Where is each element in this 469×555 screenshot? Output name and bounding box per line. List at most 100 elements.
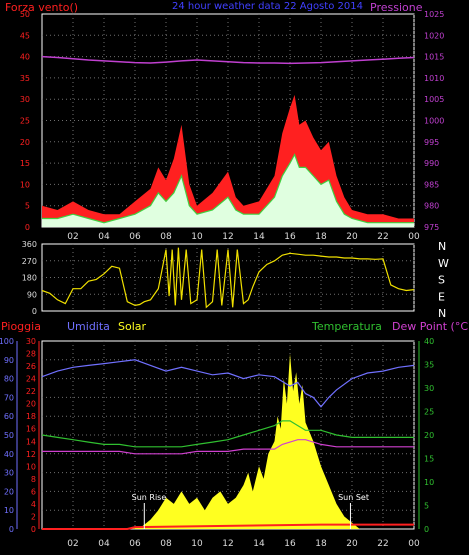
wind-panel-x-tick: 16 [284, 232, 296, 242]
wind-y-tick: 0 [25, 223, 30, 232]
wind-y-tick: 15 [20, 159, 30, 168]
humidity-y-tick: 80 [4, 375, 14, 384]
pressure-y-tick: 1000 [424, 117, 444, 126]
rain-y-tick: 4 [31, 500, 36, 509]
rain-y-tick: 0 [31, 525, 36, 534]
humidity-y-tick: 30 [4, 469, 14, 478]
wind-y-tick: 40 [20, 53, 30, 62]
rain-axis-title: Pioggia [1, 320, 41, 333]
rain-y-tick: 10 [26, 462, 36, 471]
direction-y-tick: 270 [22, 257, 37, 266]
dewpoint-axis-title: Dew Point (°C) [392, 320, 469, 333]
rain-y-tick: 24 [26, 375, 36, 384]
wind-panel-x-tick: 14 [253, 232, 265, 242]
humidity-y-tick: 50 [4, 431, 14, 440]
rain-series [42, 523, 414, 530]
wind-panel-x-tick: 20 [346, 232, 358, 242]
sun-rise-label: Sun Rise [132, 493, 167, 502]
temperature-y-tick: 35 [424, 361, 434, 370]
direction-y-tick: 0 [32, 307, 37, 316]
rain-y-tick: 2 [31, 512, 36, 521]
rain-panel-x-tick: 04 [98, 539, 110, 549]
rain-panel-x-tick: 20 [346, 539, 358, 549]
pressure-y-tick: 1020 [424, 31, 444, 40]
humidity-y-tick: 100 [0, 337, 14, 346]
pressure-y-tick: 985 [424, 180, 439, 189]
wind-panel-x-tick: 08 [160, 232, 172, 242]
pressure-y-tick: 1025 [424, 10, 444, 19]
wind-y-tick: 20 [20, 138, 30, 147]
temperature-y-tick: 20 [424, 431, 434, 440]
direction-y-tick: 90 [27, 290, 37, 299]
temperature-axis-title: Temperatura [311, 320, 382, 333]
wind-y-tick: 5 [25, 202, 30, 211]
rain-panel-x-tick: 14 [253, 539, 265, 549]
rain-panel-x-tick: 08 [160, 539, 172, 549]
solar-series [42, 353, 414, 529]
pressure-series [41, 55, 415, 65]
rain-panel-x-tick: 06 [129, 539, 141, 549]
wind-y-tick: 45 [20, 31, 30, 40]
wind-y-tick: 30 [20, 95, 30, 104]
humidity-y-tick: 20 [4, 487, 14, 496]
pressure-y-tick: 980 [424, 202, 439, 211]
temperature-series [41, 420, 414, 448]
temperature-y-tick: 15 [424, 455, 434, 464]
chart-title: 24 hour weather data 22 Agosto 2014 [172, 1, 363, 12]
pressure-y-tick: 1010 [424, 74, 444, 83]
humidity-y-tick: 90 [4, 356, 14, 365]
wind-panel-x-tick: 02 [67, 232, 78, 242]
solar-axis-title: Solar [118, 320, 147, 333]
rain-y-tick: 28 [26, 350, 36, 359]
wind-panel-x-tick: 04 [98, 232, 110, 242]
rain-y-tick: 26 [26, 362, 36, 371]
rain-panel-x-tick: 22 [377, 539, 388, 549]
rain-y-tick: 22 [26, 387, 36, 396]
rain-y-tick: 18 [26, 412, 36, 421]
direction-y-tick: 360 [22, 240, 37, 249]
pressure-y-tick: 990 [424, 159, 439, 168]
rain-panel-x-tick: 02 [67, 539, 78, 549]
humidity-y-tick: 70 [4, 393, 14, 402]
rain-y-tick: 14 [26, 437, 36, 446]
humidity-y-tick: 10 [4, 506, 14, 515]
compass-label: E [438, 290, 445, 303]
humidity-series [41, 359, 415, 408]
wind-panel-x-tick: 10 [191, 232, 203, 242]
temperature-y-tick: 25 [424, 408, 434, 417]
wind-panel-x-tick: 06 [129, 232, 141, 242]
rain-y-tick: 30 [26, 337, 36, 346]
sun-set-label: Sun Set [338, 493, 369, 502]
rain-panel-x-tick: 18 [315, 539, 327, 549]
wind-y-tick: 10 [20, 180, 30, 189]
pressure-axis-title: Pressione [370, 1, 423, 14]
wind-y-tick: 25 [20, 117, 30, 126]
temperature-y-tick: 5 [424, 502, 429, 511]
wind-y-tick: 35 [20, 74, 30, 83]
pressure-y-tick: 975 [424, 223, 439, 232]
rain-panel-x-tick: 16 [284, 539, 296, 549]
wind-avg-area [42, 154, 414, 227]
wind-avg-series [42, 153, 414, 224]
wind-axis-title: Forza vento() [5, 1, 78, 14]
wind-panel-x-tick: 12 [222, 232, 233, 242]
compass-label: W [438, 257, 449, 270]
wind-panel-x-tick: 18 [315, 232, 327, 242]
temperature-y-tick: 30 [424, 384, 434, 393]
humidity-y-tick: 40 [4, 450, 14, 459]
humidity-axis-title: Umidita [67, 320, 110, 333]
compass-label: N [438, 307, 446, 320]
humidity-y-tick: 0 [9, 525, 14, 534]
compass-label: S [438, 274, 445, 287]
direction-series [41, 247, 415, 309]
rain-y-tick: 12 [26, 450, 36, 459]
rain-y-tick: 20 [26, 400, 36, 409]
rain-y-tick: 6 [31, 487, 36, 496]
humidity-y-tick: 60 [4, 412, 14, 421]
rain-y-tick: 8 [31, 475, 36, 484]
temperature-y-tick: 10 [424, 478, 434, 487]
pressure-y-tick: 1005 [424, 95, 444, 104]
rain-panel-x-tick: 10 [191, 539, 203, 549]
rain-panel-x-tick: 12 [222, 539, 233, 549]
